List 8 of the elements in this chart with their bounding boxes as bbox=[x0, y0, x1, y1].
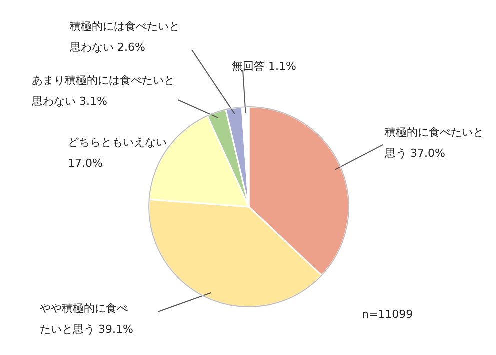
slice-label: 無回答 1.1% bbox=[232, 59, 298, 75]
data-label: 17.0% bbox=[68, 157, 103, 170]
slice-label: どちらともいえない bbox=[68, 136, 167, 149]
slice-label: 積極的に食べたいと思う 37.0% bbox=[385, 125, 485, 162]
text: n=11099 bbox=[362, 307, 414, 323]
slice-label: あまり積極的には食べたいと思わない 3.1% bbox=[32, 73, 176, 110]
slice-label: やや積極的に食べたいと思う 39.1% bbox=[40, 301, 134, 338]
slice-label: 積極的には食べたいと思わない 2.6% bbox=[70, 19, 181, 56]
